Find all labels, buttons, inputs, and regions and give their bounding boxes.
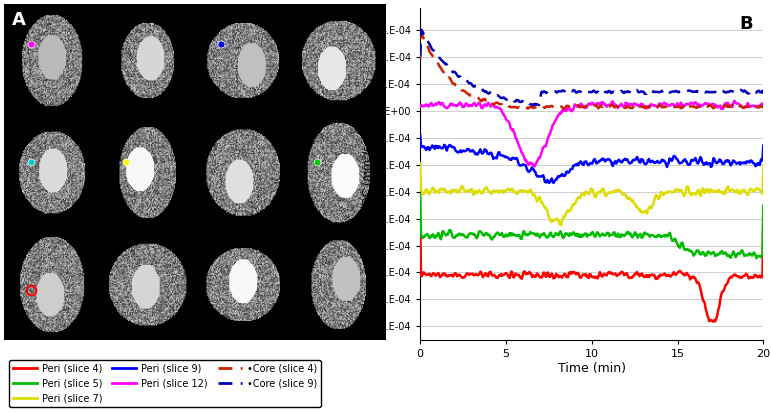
Text: A: A — [12, 11, 25, 29]
X-axis label: Time (min): Time (min) — [557, 362, 626, 375]
Y-axis label: ΔADC (mm²/sec): ΔADC (mm²/sec) — [363, 128, 373, 220]
Legend: Peri (slice 4), Peri (slice 5), Peri (slice 7), Peri (slice 9), Peri (slice 12),: Peri (slice 4), Peri (slice 5), Peri (sl… — [8, 360, 321, 407]
Text: B: B — [739, 15, 753, 33]
